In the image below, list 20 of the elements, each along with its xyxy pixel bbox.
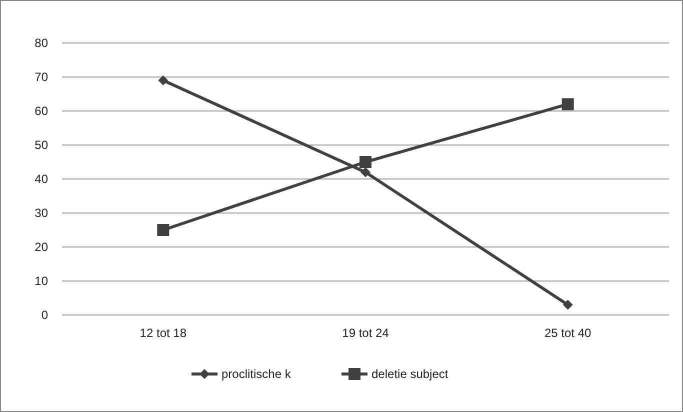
point — [562, 98, 574, 110]
y-tick-label: 80 — [34, 36, 48, 50]
y-tick-label: 10 — [34, 274, 48, 288]
x-tick-label: 25 tot 40 — [544, 326, 592, 340]
y-tick-label: 30 — [34, 206, 48, 220]
y-tick-label: 70 — [34, 70, 48, 84]
y-tick-label: 0 — [41, 308, 48, 322]
point — [562, 300, 573, 310]
y-tick-label: 40 — [34, 172, 48, 186]
x-tick-label: 19 tot 24 — [342, 326, 390, 340]
y-tick-label: 20 — [34, 240, 48, 254]
legend-label: deletie subject — [372, 367, 449, 382]
legend-label: proclitische k — [222, 367, 292, 382]
point — [158, 75, 168, 86]
point — [360, 167, 370, 178]
x-tick-label: 12 tot 18 — [140, 326, 187, 340]
point — [157, 224, 170, 236]
y-tick-label: 50 — [34, 138, 48, 152]
point — [360, 156, 372, 168]
y-tick-label: 60 — [34, 104, 48, 118]
